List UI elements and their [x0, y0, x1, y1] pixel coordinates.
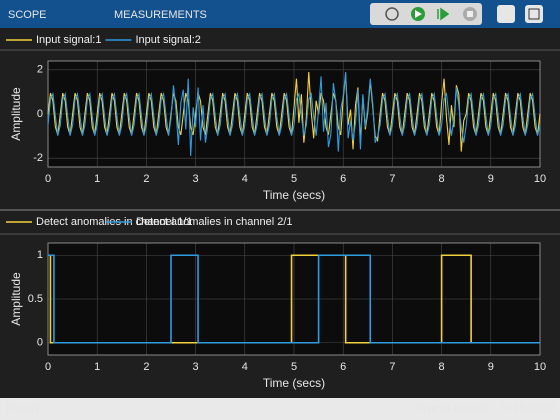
series-line: [47, 71, 541, 156]
y-tick-label: 0: [37, 337, 43, 349]
x-tick-label: 4: [242, 173, 248, 185]
status-time: T=10.0000: [498, 401, 556, 415]
x-tick-label: 7: [389, 173, 395, 185]
x-tick-label: 0: [45, 361, 51, 373]
tab[interactable]: SCOPE: [8, 9, 47, 21]
x-tick-label: 3: [193, 361, 199, 373]
x-tick-label: 10: [534, 173, 546, 185]
series-line: [48, 254, 540, 344]
help-glyph: ?: [502, 7, 509, 21]
x-tick-label: 8: [439, 173, 445, 185]
status-text: Ready: [6, 401, 41, 415]
x-tick-label: 2: [143, 361, 149, 373]
x-tick-label: 3: [193, 173, 199, 185]
undock-icon[interactable]: [525, 5, 543, 23]
axes-frame: [47, 242, 541, 356]
help-icon[interactable]: [497, 5, 515, 23]
legend-label: Input signal:2: [135, 34, 200, 46]
step-icon[interactable]: [385, 7, 399, 21]
x-tick-label: 9: [488, 173, 494, 185]
step-forward-icon[interactable]: [437, 7, 450, 21]
y-tick-label: 1: [37, 249, 43, 261]
tab[interactable]: MEASUREMENTS: [114, 9, 207, 21]
x-axis-label: Time (secs): [263, 376, 325, 390]
undock-glyph: [528, 8, 540, 20]
y-tick-label: 0: [37, 108, 43, 120]
y-axis-label: Amplitude: [9, 87, 23, 141]
x-tick-label: 10: [534, 361, 546, 373]
legend-label: Input signal:1: [36, 34, 101, 46]
status-mode: Frame based: [416, 401, 487, 415]
x-tick-label: 1: [94, 361, 100, 373]
status-bar: [0, 398, 560, 420]
x-tick-label: 0: [45, 173, 51, 185]
x-tick-label: 5: [291, 173, 297, 185]
y-tick-label: 0.5: [28, 293, 43, 305]
run-controls: [370, 3, 482, 25]
x-tick-label: 1: [94, 173, 100, 185]
legend-label: Detect anomalies in channel 2/1: [136, 216, 293, 228]
x-tick-label: 7: [389, 361, 395, 373]
stop-glyph: [467, 11, 473, 17]
x-tick-label: 4: [242, 361, 248, 373]
x-tick-label: 5: [291, 361, 297, 373]
y-axis-label: Amplitude: [9, 272, 23, 326]
x-tick-label: 6: [340, 361, 346, 373]
x-axis-label: Time (secs): [263, 188, 325, 202]
y-tick-label: 2: [37, 64, 43, 76]
x-tick-label: 8: [439, 361, 445, 373]
series-line: [48, 254, 540, 344]
run-glyph: [415, 10, 422, 18]
series-line: [47, 72, 541, 152]
x-tick-label: 2: [143, 173, 149, 185]
x-tick-label: 9: [488, 361, 494, 373]
y-tick-label: -2: [33, 152, 43, 164]
x-tick-label: 6: [340, 173, 346, 185]
